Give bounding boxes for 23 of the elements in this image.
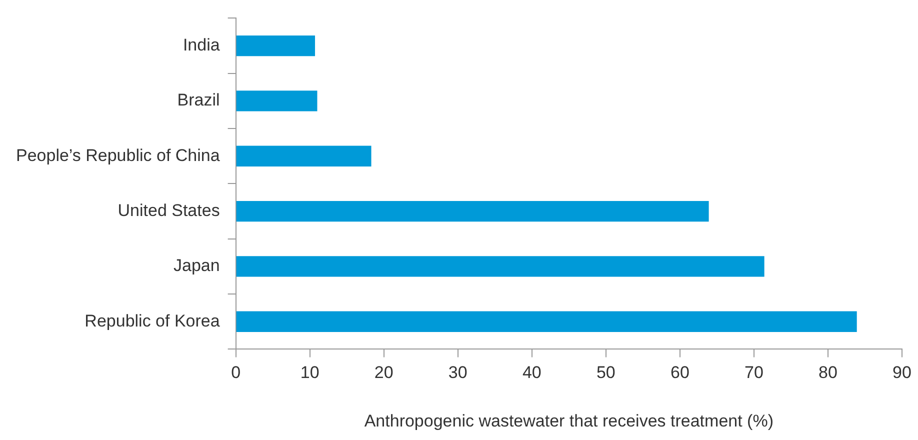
x-tick-label: 30 (448, 363, 468, 382)
y-tick-label: Republic of Korea (84, 311, 220, 330)
y-tick-label: Brazil (177, 90, 220, 110)
y-tick-label: People’s Republic of China (16, 146, 220, 165)
x-tick-label: 20 (374, 363, 394, 382)
bar (236, 200, 709, 222)
bar (236, 90, 318, 112)
bar (236, 35, 316, 56)
x-tick-label: 70 (744, 363, 764, 382)
y-tick-label: United States (118, 200, 220, 220)
x-tick-label: 40 (522, 363, 542, 382)
x-tick-label: 60 (670, 363, 690, 382)
x-tick-label: 50 (596, 363, 616, 382)
bar (236, 311, 857, 332)
bar (236, 256, 764, 277)
x-tick-label: 90 (892, 363, 912, 382)
x-tick-label: 80 (818, 363, 838, 382)
y-tick-label: Japan (173, 256, 220, 276)
x-axis-title: Anthropogenic wastewater that receives treatment (%) (364, 411, 774, 430)
bar (236, 146, 372, 166)
y-tick-label: India (182, 35, 220, 54)
x-tick-label: 0 (231, 363, 241, 382)
x-tick-label: 10 (300, 363, 320, 382)
